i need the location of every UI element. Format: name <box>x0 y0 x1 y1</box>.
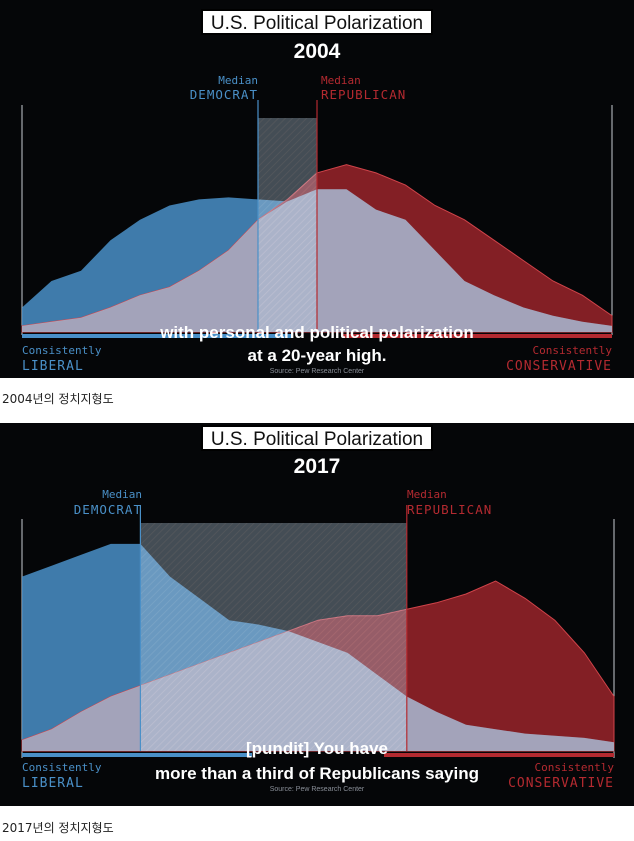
chart-title: U.S. Political Polarization <box>211 429 423 450</box>
democrat-median-label: Median <box>102 488 142 501</box>
caption-2004: 2004년의 정치지형도 <box>2 392 114 406</box>
axis-right-label: CONSERVATIVE <box>506 359 612 374</box>
liberal-axis-bar <box>22 753 252 757</box>
chart-panel-2017: U.S. Political Polarization 2017 Median … <box>0 423 634 806</box>
video-subtitle-line1: with personal and political polarization <box>159 323 474 342</box>
conservative-axis-bar <box>342 334 612 338</box>
plot-area <box>21 100 613 333</box>
median-zone-hatch <box>258 118 317 332</box>
democrat-median-party: DEMOCRAT <box>190 87 258 102</box>
axis-left-label: LIBERAL <box>22 776 84 791</box>
republican-median-party: REPUBLICAN <box>321 87 406 102</box>
polarization-chart-2004: U.S. Political Polarization 2004 Median … <box>21 9 613 375</box>
conservative-axis-bar <box>384 753 614 757</box>
axis-left-label-top: Consistently <box>22 761 102 774</box>
liberal-axis-bar <box>22 334 292 338</box>
democrat-median-label: Median <box>218 74 258 87</box>
source-note: Source: Pew Research Center <box>270 368 365 375</box>
axis-right-label-top: Consistently <box>535 761 615 774</box>
axis-left-label: LIBERAL <box>22 359 84 374</box>
democrat-median-party: DEMOCRAT <box>74 502 142 517</box>
axis-left-label-top: Consistently <box>22 344 102 357</box>
polarization-chart-2017: U.S. Political Polarization 2017 Median … <box>21 425 615 793</box>
republican-median-label: Median <box>407 488 447 501</box>
chart-title: U.S. Political Polarization <box>211 13 423 34</box>
chart-title-box <box>201 425 433 451</box>
axis-right-label-top: Consistently <box>533 344 613 357</box>
source-note: Source: Pew Research Center <box>270 786 365 793</box>
video-subtitle-line2: more than a third of Republicans saying <box>155 764 479 783</box>
median-zone-hatch <box>140 523 407 751</box>
caption-2017: 2017년의 정치지형도 <box>2 821 114 835</box>
chart-title-box <box>201 9 433 35</box>
chart-panel-2004: U.S. Political Polarization 2004 Median … <box>0 0 634 378</box>
republican-median-party: REPUBLICAN <box>407 502 492 517</box>
chart-year: 2004 <box>294 40 341 63</box>
chart-year: 2017 <box>294 455 341 478</box>
video-subtitle-line2: at a 20-year high. <box>248 346 387 365</box>
republican-median-label: Median <box>321 74 361 87</box>
axis-right-label: CONSERVATIVE <box>508 776 614 791</box>
plot-area <box>21 505 615 752</box>
video-subtitle-line1: [pundit] You have <box>246 739 388 758</box>
